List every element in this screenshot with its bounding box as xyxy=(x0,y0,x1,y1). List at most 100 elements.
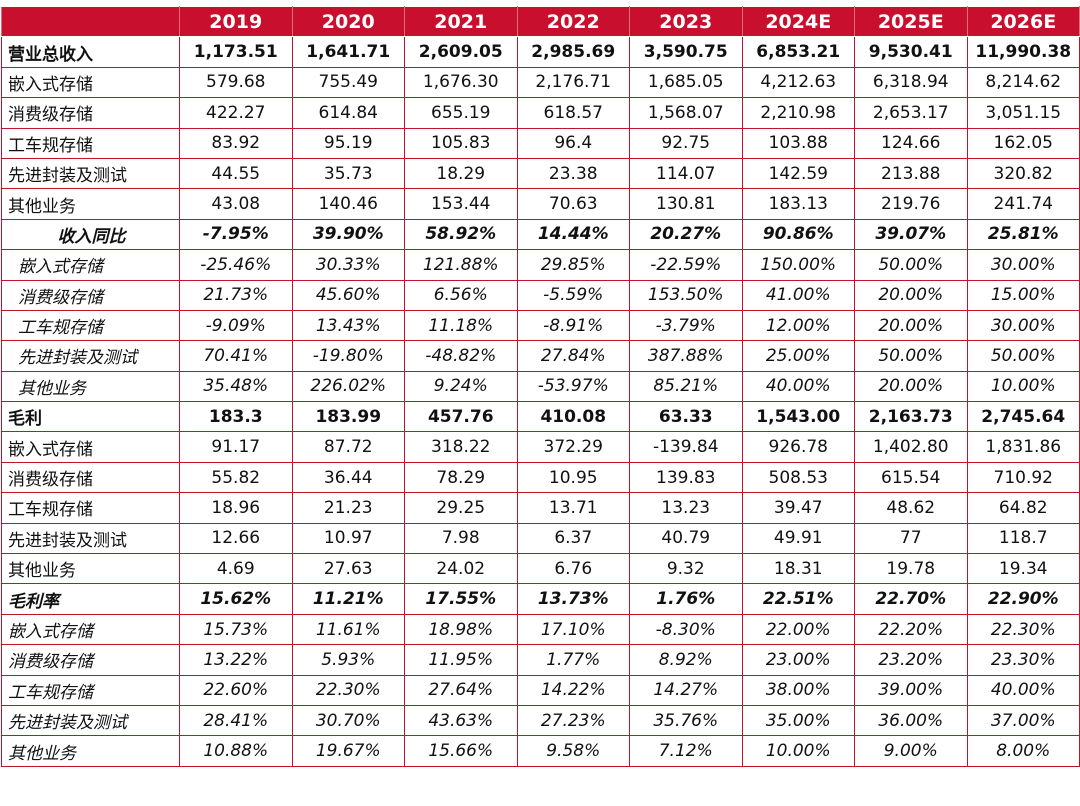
value-cell: 7.98 xyxy=(404,522,518,555)
value-cell: 36.44 xyxy=(291,461,405,494)
value-cell: 58.92% xyxy=(404,218,518,251)
year-header: 2019 xyxy=(179,5,293,38)
table-row: 先进封装及测试 28.41% 30.70% 43.63% 27.23% 35.76% 35.… xyxy=(1,704,1080,737)
value-cell: -19.80% xyxy=(291,340,405,372)
value-cell: 55.82 xyxy=(179,461,293,494)
value-cell: 22.60% xyxy=(179,674,293,706)
value-cell: 318.22 xyxy=(404,431,518,463)
value-cell: 92.75 xyxy=(629,127,743,159)
value-cell: 22.70% xyxy=(854,583,968,615)
value-cell: 183.13 xyxy=(741,188,855,220)
row-label: 其他业务 xyxy=(1,370,180,403)
table-row: 毛利率 15.62% 11.21% 17.55% 13.73% 1.76% 22.51% 22… xyxy=(1,583,1080,615)
value-cell: 70.63 xyxy=(516,188,630,220)
value-cell: 19.34 xyxy=(966,553,1080,585)
value-cell: 4,212.63 xyxy=(741,66,855,99)
value-cell: 13.43% xyxy=(291,309,405,342)
value-cell: 3,051.15 xyxy=(966,97,1080,129)
value-cell: 10.00% xyxy=(966,370,1080,403)
table-row: 工车规存储 83.92 95.19 105.83 96.4 92.75 103.88 124.… xyxy=(1,127,1080,159)
value-cell: 103.88 xyxy=(741,127,855,159)
value-cell: 219.76 xyxy=(854,188,968,220)
value-cell: 64.82 xyxy=(966,492,1080,524)
table-row: 嵌入式存储 91.17 87.72 318.22 372.29 -139.84 926.78… xyxy=(1,431,1080,463)
value-cell: 320.82 xyxy=(966,157,1080,190)
row-label: 毛利 xyxy=(1,401,180,433)
value-cell: 9.58% xyxy=(516,735,630,767)
value-cell: 6.76 xyxy=(516,553,630,585)
year-header: 2022 xyxy=(516,5,630,38)
table-row: 收入同比 -7.95% 39.90% 58.92% 14.44% 20.27% 90.86%… xyxy=(1,218,1080,251)
value-cell: 1,685.05 xyxy=(629,66,743,99)
value-cell: 22.90% xyxy=(966,583,1080,615)
value-cell: 11,990.38 xyxy=(966,36,1080,68)
year-header: 2026E xyxy=(966,5,1080,38)
value-cell: 372.29 xyxy=(516,431,630,463)
value-cell: 9.32 xyxy=(629,553,743,585)
value-cell: -22.59% xyxy=(629,249,743,281)
value-cell: 13.23 xyxy=(629,492,743,524)
value-cell: -7.95% xyxy=(179,218,293,251)
value-cell: 150.00% xyxy=(741,249,855,281)
value-cell: 9.24% xyxy=(404,370,518,403)
value-cell: 114.07 xyxy=(629,157,743,190)
value-cell: 29.25 xyxy=(404,492,518,524)
value-cell: 226.02% xyxy=(291,370,405,403)
value-cell: 18.29 xyxy=(404,157,518,190)
value-cell: 11.18% xyxy=(404,309,518,342)
row-label: 消费级存储 xyxy=(1,279,180,311)
value-cell: 3,590.75 xyxy=(629,36,743,68)
value-cell: 27.84% xyxy=(516,340,630,372)
value-cell: 579.68 xyxy=(179,66,293,99)
value-cell: 14.22% xyxy=(516,674,630,706)
value-cell: 21.73% xyxy=(179,279,293,311)
value-cell: 140.46 xyxy=(291,188,405,220)
value-cell: 48.62 xyxy=(854,492,968,524)
value-cell: 10.97 xyxy=(291,522,405,555)
value-cell: 1,543.00 xyxy=(741,401,855,433)
value-cell: -8.91% xyxy=(516,309,630,342)
value-cell: 5.93% xyxy=(291,644,405,676)
table-row: 其他业务 35.48% 226.02% 9.24% -53.97% 85.21% 40.00… xyxy=(1,370,1080,403)
value-cell: 19.67% xyxy=(291,735,405,767)
value-cell: 11.95% xyxy=(404,644,518,676)
value-cell: 1,568.07 xyxy=(629,97,743,129)
value-cell: 22.30% xyxy=(291,674,405,706)
value-cell: 12.66 xyxy=(179,522,293,555)
value-cell: 37.00% xyxy=(966,704,1080,737)
value-cell: 121.88% xyxy=(404,249,518,281)
value-cell: 85.21% xyxy=(629,370,743,403)
value-cell: 83.92 xyxy=(179,127,293,159)
value-cell: 14.27% xyxy=(629,674,743,706)
row-label: 其他业务 xyxy=(1,188,180,220)
value-cell: 9,530.41 xyxy=(854,36,968,68)
year-header: 2023 xyxy=(629,5,743,38)
value-cell: 2,163.73 xyxy=(854,401,968,433)
row-label: 工车规存储 xyxy=(1,309,180,342)
value-cell: 23.38 xyxy=(516,157,630,190)
value-cell: 1,402.80 xyxy=(854,431,968,463)
value-cell: 139.83 xyxy=(629,461,743,494)
value-cell: 130.81 xyxy=(629,188,743,220)
value-cell: 6,853.21 xyxy=(741,36,855,68)
row-label: 嵌入式存储 xyxy=(1,249,180,281)
value-cell: 13.71 xyxy=(516,492,630,524)
value-cell: 50.00% xyxy=(854,249,968,281)
value-cell: 410.08 xyxy=(516,401,630,433)
value-cell: 27.23% xyxy=(516,704,630,737)
value-cell: 20.00% xyxy=(854,370,968,403)
header-row: 2019 2020 2021 2022 2023 2024E 2025E 202… xyxy=(1,5,1080,38)
value-cell: 11.61% xyxy=(291,613,405,646)
value-cell: 15.66% xyxy=(404,735,518,767)
value-cell: 35.73 xyxy=(291,157,405,190)
value-cell: 25.81% xyxy=(966,218,1080,251)
value-cell: 387.88% xyxy=(629,340,743,372)
table-row: 嵌入式存储 579.68 755.49 1,676.30 2,176.71 1,685.0… xyxy=(1,66,1080,99)
value-cell: 1,676.30 xyxy=(404,66,518,99)
table-row: 其他业务 4.69 27.63 24.02 6.76 9.32 18.31 19.78 19.3… xyxy=(1,553,1080,585)
value-cell: 8.92% xyxy=(629,644,743,676)
value-cell: 15.00% xyxy=(966,279,1080,311)
row-label: 嵌入式存储 xyxy=(1,613,180,646)
value-cell: 90.86% xyxy=(741,218,855,251)
value-cell: 8.00% xyxy=(966,735,1080,767)
